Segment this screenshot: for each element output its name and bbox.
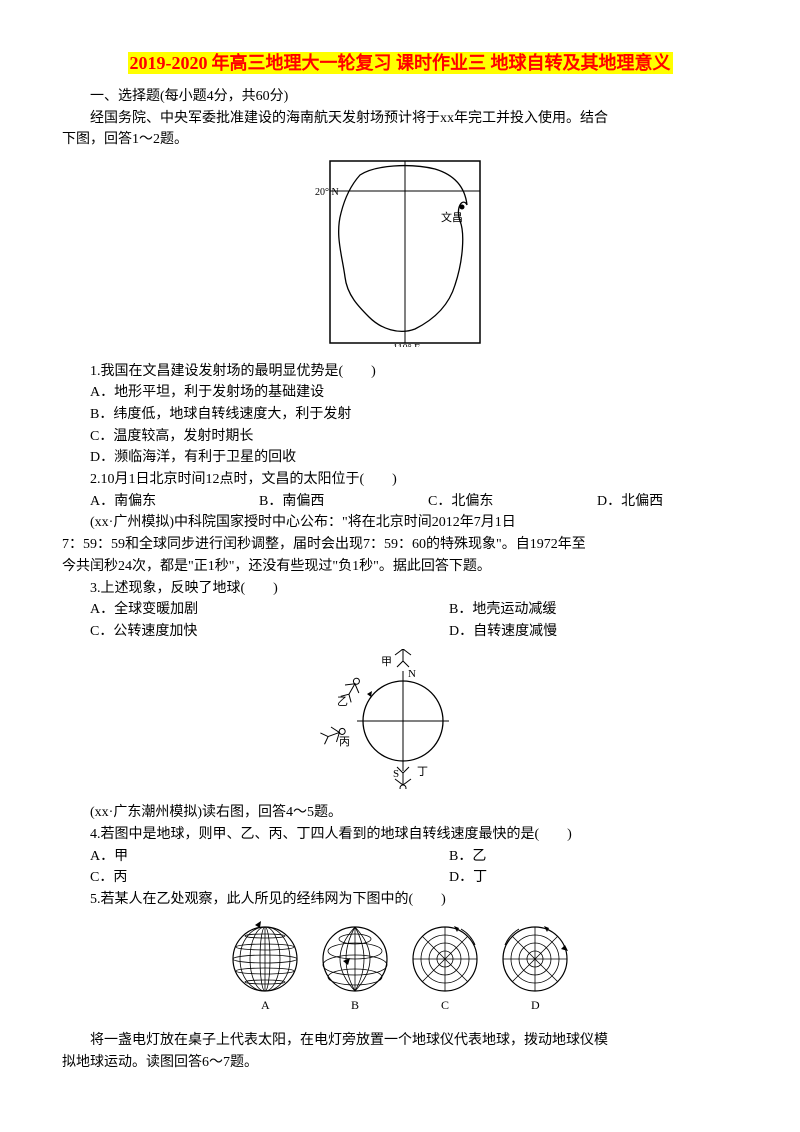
q1-stem: 1.我国在文昌建设发射场的最明显优势是( )	[62, 361, 738, 383]
q5-stem: 5.若某人在乙处观察，此人所见的经纬网为下图中的( )	[62, 889, 738, 911]
hainan-map-figure: 20° N 110° E 文昌	[62, 157, 738, 355]
q1-opt-d: D．濒临海洋，有利于卫星的回收	[62, 447, 738, 469]
map-lon-label: 110° E	[393, 343, 420, 347]
svg-text:乙: 乙	[337, 695, 348, 708]
q4-opt-b: B．乙	[379, 846, 738, 868]
q4-options-row2: C．丙 D．丁	[62, 867, 738, 889]
observer-diagram: N S 甲 乙 丙 丁	[62, 649, 738, 797]
svg-text:丁: 丁	[417, 766, 428, 778]
map-lat-label: 20° N	[315, 187, 339, 198]
map-city-label: 文昌	[441, 210, 463, 224]
q1-opt-b: B．纬度低，地球自转线速度大，利于发射	[62, 404, 738, 426]
document-title: 2019-2020年高三地理大一轮复习 课时作业三 地球自转及其地理意义	[62, 50, 738, 78]
svg-text:B: B	[351, 998, 359, 1012]
q2-opt-d: D．北偏西	[569, 491, 738, 513]
title-year-highlight: 2019-2020	[128, 52, 210, 74]
q1-opt-c: C．温度较高，发射时期长	[62, 426, 738, 448]
q1-opt-a: A．地形平坦，利于发射场的基础建设	[62, 382, 738, 404]
intro-q1-q2-line2: 下图，回答1～2题。	[62, 129, 738, 151]
q4-opt-d: D．丁	[379, 867, 738, 889]
section-1-heading: 一、选择题(每小题4分，共60分)	[62, 86, 738, 108]
q3-stem: 3.上述现象，反映了地球( )	[62, 578, 738, 600]
intro-q3-line2: 7：59：59和全球同步进行闰秒调整，届时会出现7：59：60的特殊现象"。自1…	[62, 534, 738, 556]
q3-opt-a: A．全球变暖加剧	[62, 599, 379, 621]
title-rest-highlight: 年高三地理大一轮复习 课时作业三 地球自转及其地理意义	[210, 52, 673, 74]
intro-q6-q7-line1: 将一盏电灯放在桌子上代表太阳，在电灯旁放置一个地球仪代表地球，拨动地球仪模	[62, 1030, 738, 1052]
svg-text:N: N	[408, 668, 416, 680]
intro-q4-q5: (xx·广东潮州模拟)读右图，回答4～5题。	[62, 802, 738, 824]
svg-text:丙: 丙	[339, 736, 350, 748]
svg-text:S: S	[393, 768, 399, 780]
q2-opt-a: A．南偏东	[62, 491, 231, 513]
q4-opt-a: A．甲	[62, 846, 379, 868]
intro-q3-line3: 今共闰秒24次，都是"正1秒"，还没有些现过"负1秒"。据此回答下题。	[62, 556, 738, 578]
svg-text:D: D	[531, 998, 540, 1012]
q3-options-row1: A．全球变暖加剧 B．地壳运动减缓	[62, 599, 738, 621]
svg-text:C: C	[441, 998, 449, 1012]
svg-text:甲: 甲	[381, 656, 392, 668]
svg-text:A: A	[261, 998, 270, 1012]
q4-opt-c: C．丙	[62, 867, 379, 889]
intro-q3-line1: (xx·广州模拟)中科院国家授时中心公布："将在北京时间2012年7月1日	[62, 512, 738, 534]
q4-options-row1: A．甲 B．乙	[62, 846, 738, 868]
globes-figure: A B C	[62, 917, 738, 1025]
q3-opt-d: D．自转速度减慢	[379, 621, 738, 643]
intro-q6-q7-line2: 拟地球运动。读图回答6～7题。	[62, 1052, 738, 1074]
q2-options: A．南偏东 B．南偏西 C．北偏东 D．北偏西	[62, 491, 738, 513]
q2-opt-b: B．南偏西	[231, 491, 400, 513]
q2-stem: 2.10月1日北京时间12点时，文昌的太阳位于( )	[62, 469, 738, 491]
q4-stem: 4.若图中是地球，则甲、乙、丙、丁四人看到的地球自转线速度最快的是( )	[62, 824, 738, 846]
intro-q1-q2-line1: 经国务院、中央军委批准建设的海南航天发射场预计将于xx年完工并投入使用。结合	[62, 108, 738, 130]
q3-opt-c: C．公转速度加快	[62, 621, 379, 643]
q2-opt-c: C．北偏东	[400, 491, 569, 513]
q3-opt-b: B．地壳运动减缓	[379, 599, 738, 621]
q3-options-row2: C．公转速度加快 D．自转速度减慢	[62, 621, 738, 643]
